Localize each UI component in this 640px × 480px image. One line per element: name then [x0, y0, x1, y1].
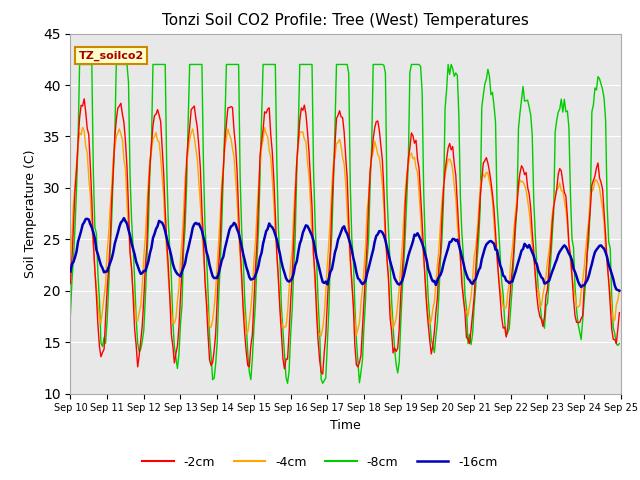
- -8cm: [67, 312, 74, 318]
- -4cm: [230, 154, 238, 160]
- X-axis label: Time: Time: [330, 419, 361, 432]
- -4cm: [588, 188, 596, 194]
- -4cm: [260, 124, 268, 130]
- -8cm: [76, 61, 83, 67]
- -16cm: [616, 288, 623, 294]
- -2cm: [250, 298, 258, 304]
- -4cm: [258, 144, 266, 150]
- -16cm: [136, 267, 143, 273]
- -16cm: [120, 215, 128, 221]
- -8cm: [588, 109, 596, 115]
- -16cm: [308, 233, 316, 239]
- Legend: -2cm, -4cm, -8cm, -16cm: -2cm, -4cm, -8cm, -16cm: [138, 451, 502, 474]
- -4cm: [67, 249, 74, 255]
- -2cm: [319, 371, 326, 377]
- -2cm: [308, 204, 316, 209]
- -8cm: [310, 168, 317, 173]
- -2cm: [81, 96, 88, 102]
- Line: -16cm: -16cm: [70, 218, 620, 291]
- -4cm: [134, 318, 141, 324]
- -8cm: [259, 61, 267, 67]
- -2cm: [232, 143, 239, 149]
- -16cm: [586, 267, 594, 273]
- -2cm: [588, 182, 596, 188]
- -2cm: [616, 310, 623, 316]
- Line: -8cm: -8cm: [70, 64, 620, 384]
- -8cm: [616, 341, 623, 347]
- -16cm: [232, 222, 239, 228]
- Title: Tonzi Soil CO2 Profile: Tree (West) Temperatures: Tonzi Soil CO2 Profile: Tree (West) Temp…: [162, 13, 529, 28]
- -2cm: [136, 352, 143, 358]
- Text: TZ_soilco2: TZ_soilco2: [79, 51, 144, 61]
- -2cm: [67, 281, 74, 287]
- -4cm: [308, 233, 316, 239]
- -4cm: [616, 287, 623, 293]
- -2cm: [259, 127, 267, 132]
- -16cm: [67, 269, 74, 275]
- -4cm: [317, 333, 325, 339]
- -8cm: [232, 61, 239, 67]
- -8cm: [284, 381, 291, 386]
- -4cm: [248, 286, 256, 291]
- Line: -2cm: -2cm: [70, 99, 620, 374]
- -8cm: [136, 349, 143, 355]
- -16cm: [259, 241, 267, 247]
- Line: -4cm: -4cm: [70, 127, 620, 336]
- -16cm: [250, 276, 258, 282]
- Y-axis label: Soil Temperature (C): Soil Temperature (C): [24, 149, 38, 278]
- -8cm: [250, 325, 258, 331]
